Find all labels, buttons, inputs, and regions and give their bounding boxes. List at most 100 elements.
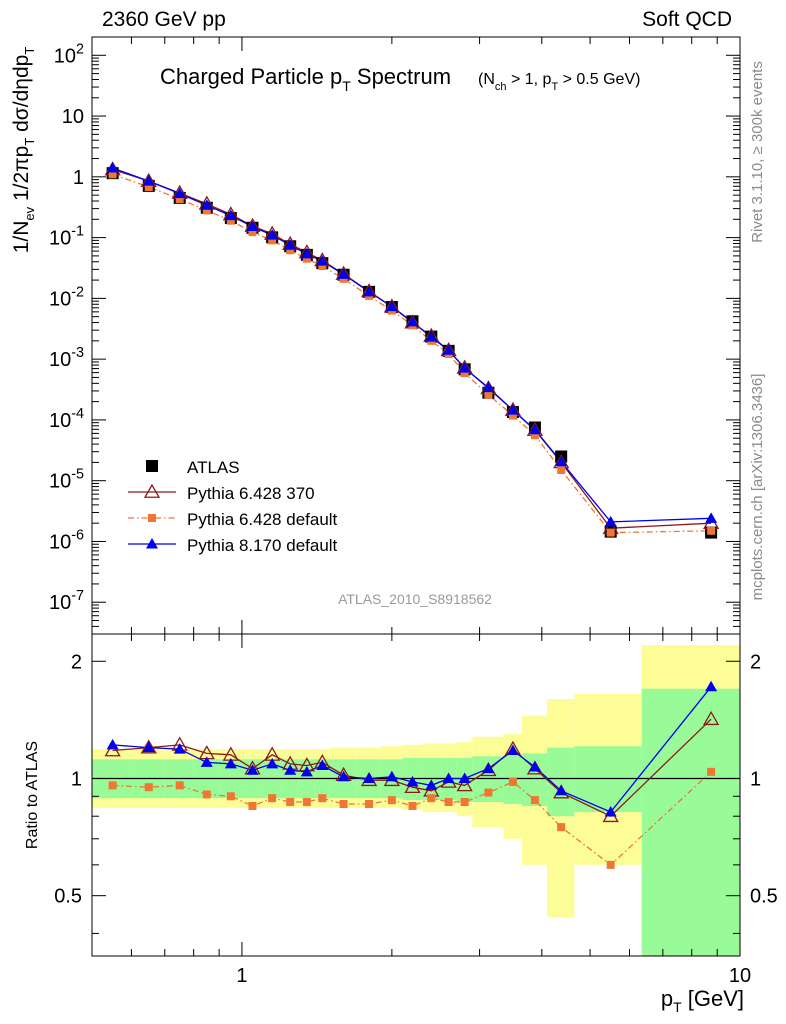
ratio-data-point [175, 781, 184, 790]
main-data-point [363, 285, 376, 297]
ratio-data-point [202, 790, 211, 799]
main-data-point [226, 216, 235, 225]
ratio-band-green [641, 688, 740, 956]
ratio-data-point [387, 796, 396, 805]
y-tick-label: 102 [54, 41, 84, 67]
x-tick-label: 1 [236, 965, 247, 987]
y-tick-label: 10-7 [49, 588, 84, 614]
legend-marker [146, 460, 158, 472]
legend-marker [146, 538, 158, 549]
ratio-data-point [363, 772, 376, 783]
ratio-data-point [555, 784, 568, 796]
ratio-data-point [316, 759, 329, 770]
main-data-point [506, 404, 519, 415]
ratio-data-point [104, 742, 121, 757]
main-data-point [268, 236, 277, 245]
ratio-data-point [557, 823, 566, 832]
main-data-point [300, 247, 313, 259]
y-tick-label: 10-2 [49, 284, 84, 310]
main-data-point [286, 246, 295, 255]
ratio-data-point [484, 788, 493, 797]
ratio-data-point [442, 772, 455, 783]
ratio-data-point [458, 772, 471, 783]
main-data-point [508, 411, 517, 420]
main-data-point [482, 381, 495, 393]
main-data-point [175, 195, 184, 204]
ratio-data-point [406, 775, 419, 787]
ratio-data-point [106, 738, 119, 750]
main-data-point [604, 515, 617, 527]
ratio-data-point [606, 860, 615, 869]
ratio-y-tick-label: 1 [71, 768, 82, 790]
ratio-data-point [300, 765, 313, 777]
main-data-point [385, 300, 398, 312]
x-axis-label: pT [GeV] [661, 986, 744, 1015]
main-data-point [425, 331, 438, 342]
x-tick-label: 10 [729, 965, 751, 987]
rivet-version-label: Rivet 3.1.10, ≥ 300k events [749, 61, 766, 243]
main-data-point [530, 431, 539, 440]
ratio-data-point [482, 762, 495, 774]
ratio-series-line [112, 771, 712, 866]
ratio-y-tick-label-right: 0.5 [750, 886, 778, 908]
ratio-data-point [284, 764, 297, 775]
main-data-point [442, 344, 455, 355]
ratio-data-point [200, 756, 213, 767]
ratio-data-point [286, 798, 295, 807]
y-tick-label: 10-3 [49, 345, 84, 371]
ratio-data-point [408, 801, 417, 810]
ratio-y-tick-label-right: 1 [750, 768, 761, 790]
chart-title: Charged Particle pT Spectrum [160, 64, 451, 94]
main-data-point [318, 262, 327, 271]
main-data-point [302, 254, 311, 263]
ratio-data-point [140, 739, 157, 754]
ratio-y-tick-label: 0.5 [54, 886, 82, 908]
chart-title-cuts: (Nch > 1, pT > 0.5 GeV) [478, 71, 640, 93]
ratio-data-point [705, 680, 718, 692]
analysis-watermark: ATLAS_2010_S8918562 [338, 591, 492, 607]
ratio-data-point [173, 743, 186, 754]
ratio-data-point [702, 710, 720, 726]
ratio-frame [91, 633, 741, 957]
source-label: mcplots.cern.ch [arXiv:1306.3436] [749, 374, 766, 601]
main-data-point [557, 465, 566, 474]
ratio-data-point [266, 757, 279, 769]
main-data-point [460, 369, 469, 378]
main-data-point [144, 183, 153, 192]
y-tick-label: 1 [73, 167, 84, 189]
legend-label: ATLAS [187, 458, 240, 477]
ratio-data-point [385, 770, 398, 782]
main-data-point [528, 423, 541, 435]
legend-label: Pythia 6.428 370 [187, 484, 315, 503]
main-data-point [202, 206, 211, 215]
y-tick-label: 10-6 [49, 527, 84, 553]
main-data-point [248, 228, 257, 237]
ratio-data-point [337, 770, 350, 782]
ratio-data-point [268, 794, 277, 803]
legend-label: Pythia 6.428 default [187, 510, 338, 529]
ratio-y-tick-label: 2 [71, 651, 82, 673]
ratio-data-point [302, 798, 311, 807]
ratio-data-point [108, 781, 117, 790]
main-data-point [406, 315, 419, 327]
ratio-data-point [248, 801, 257, 810]
y-tick-label: 10 [62, 106, 84, 128]
legend-label: Pythia 8.170 default [187, 536, 338, 555]
ratio-data-point [456, 777, 473, 792]
legend-marker [143, 483, 161, 498]
ratio-data-point [226, 792, 235, 801]
main-y-axis-label: 1/Nev 1/2πpT dσ/dηdpT [10, 47, 37, 254]
main-data-point [106, 161, 119, 173]
ratio-data-point [444, 798, 453, 807]
ratio-y-axis-label: Ratio to ATLAS [24, 741, 41, 849]
ratio-data-point [246, 764, 259, 775]
ratio-data-point [528, 761, 541, 772]
main-data-point [316, 255, 329, 266]
main-data-point [606, 528, 615, 537]
main-data-point [200, 199, 213, 210]
ratio-band-green [574, 746, 642, 813]
ratio-data-point [339, 799, 348, 808]
main-data-point [224, 209, 237, 221]
ratio-data-point [604, 806, 617, 817]
